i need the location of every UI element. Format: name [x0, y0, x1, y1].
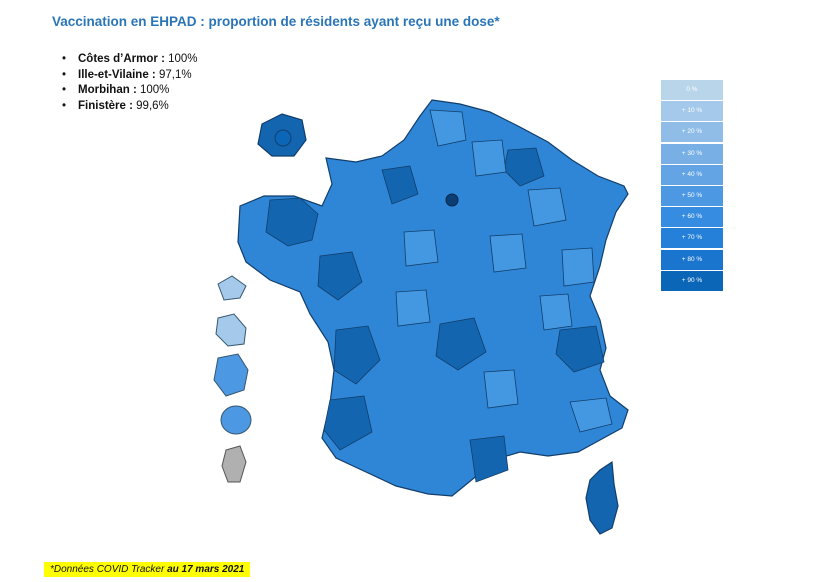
legend-cell: + 90 %	[661, 270, 723, 291]
stat-item: Ille-et-Vilaine : 97,1%	[60, 68, 198, 84]
mayotte-shape	[221, 445, 247, 483]
corsica-shape	[585, 460, 619, 535]
legend-cell: + 80 %	[661, 249, 723, 270]
stat-department: Côtes d’Armor :	[78, 53, 165, 65]
martinique-shape	[215, 313, 247, 347]
stat-value: 97,1%	[155, 68, 192, 81]
department-stats-list: Côtes d’Armor : 100% Ille-et-Vilaine : 9…	[60, 52, 198, 114]
legend-cell: + 50 %	[661, 185, 723, 206]
page-title: Vaccination en EHPAD : proportion de rés…	[52, 14, 500, 29]
legend-cell: + 70 %	[661, 228, 723, 249]
legend-cell: + 20 %	[661, 122, 723, 143]
stat-item: Finistère : 99,6%	[60, 99, 198, 115]
guyane-shape	[213, 353, 249, 397]
legend-cell: 0 %	[661, 80, 723, 100]
legend-cell: + 10 %	[661, 101, 723, 122]
source-prefix: *Données COVID Tracker	[50, 564, 168, 575]
stat-value: 100%	[164, 53, 198, 65]
stat-value: 99,6%	[132, 99, 169, 112]
stat-department: Ille-et-Vilaine :	[78, 68, 156, 81]
source-note: *Données COVID Tracker au 17 mars 2021	[44, 562, 251, 577]
department-shading	[265, 147, 605, 483]
stat-item: Côtes d’Armor : 100%	[60, 52, 198, 68]
stat-department: Morbihan :	[78, 84, 137, 96]
legend: 0 % + 10 % + 20 % + 30 % + 40 % + 50 % +…	[661, 80, 723, 292]
mainland-france-shape	[237, 99, 629, 497]
guadeloupe-shape	[217, 275, 247, 301]
legend-cell: + 60 %	[661, 207, 723, 228]
la-reunion-shape	[220, 405, 252, 435]
legend-cell: + 30 %	[661, 143, 723, 164]
stat-value: 100%	[136, 84, 170, 96]
department-shading-light	[395, 109, 613, 433]
paris-inset	[274, 129, 292, 147]
legend-cell: + 40 %	[661, 164, 723, 185]
source-date: au 17 mars 2021	[167, 564, 245, 575]
stat-department: Finistère :	[78, 99, 133, 112]
stat-item: Morbihan : 100%	[60, 83, 198, 99]
paris-region	[445, 193, 459, 207]
